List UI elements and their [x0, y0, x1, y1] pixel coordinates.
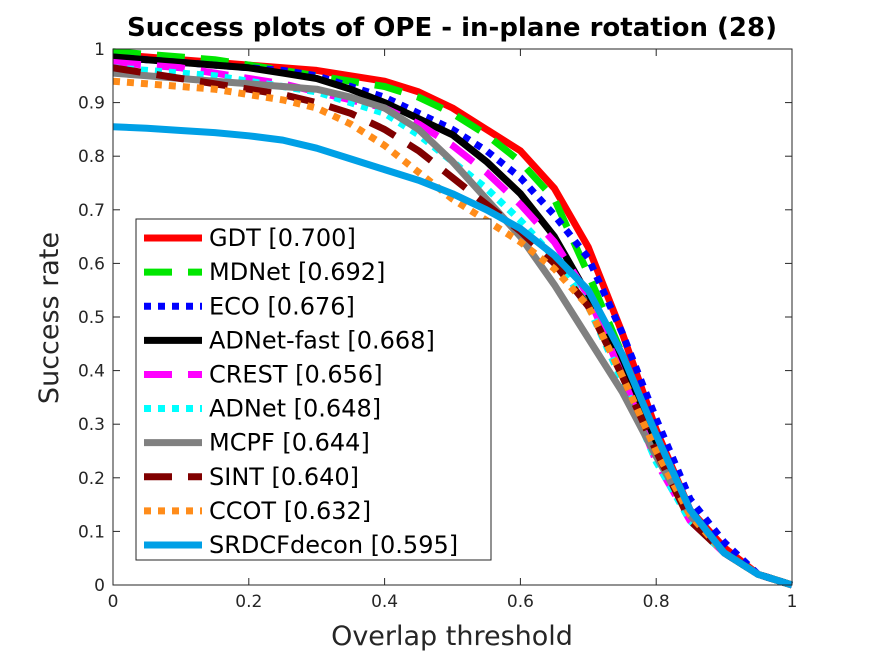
y-tick-label: 0.5 [78, 308, 105, 328]
tick-layer: 0 0.2 0.4 0.6 0.8 1 0 0.1 0.2 0.3 0.4 0.5 0.6 0.7 0.8 0… [78, 40, 797, 612]
legend-label: CCOT [0.632] [209, 497, 371, 525]
legend-label: GDT [0.700] [209, 224, 356, 252]
x-axis-label: Overlap threshold [331, 621, 573, 652]
y-tick-label: 1 [94, 40, 105, 60]
legend-label: CREST [0.656] [209, 360, 383, 388]
x-tick-label: 0.8 [643, 592, 670, 612]
y-tick-label: 0.7 [78, 201, 105, 221]
y-tick-label: 0.9 [78, 94, 105, 114]
series-line-8 [112, 64, 794, 589]
series-layer [112, 48, 794, 589]
legend-label: SRDCFdecon [0.595] [209, 531, 458, 559]
legend-label: ADNet-fast [0.668] [209, 326, 435, 354]
y-tick-label: 0 [94, 576, 105, 596]
y-tick-label: 0.2 [78, 469, 105, 489]
x-tick-label: 0 [108, 592, 119, 612]
series-line-9 [112, 77, 794, 589]
y-tick-label: 0.8 [78, 147, 105, 167]
legend-label: MCPF [0.644] [209, 429, 370, 457]
y-tick-label: 0.3 [78, 415, 105, 435]
y-tick-label: 0.4 [78, 362, 105, 382]
x-tick-label: 1 [787, 592, 798, 612]
legend-label: MDNet [0.692] [209, 258, 385, 286]
legend-label: SINT [0.640] [209, 463, 359, 491]
chart-title: Success plots of OPE - in-plane rotation… [127, 13, 777, 43]
series-line-10 [112, 123, 794, 589]
legend-box [135, 218, 492, 561]
y-tick-label: 0.6 [78, 254, 105, 274]
y-tick-label: 0.1 [78, 522, 105, 542]
x-tick-label: 0.6 [507, 592, 534, 612]
y-axis-label: Success rate [34, 232, 65, 404]
x-tick-label: 0.4 [371, 592, 398, 612]
x-tick-label: 0.2 [235, 592, 262, 612]
legend: GDT [0.700] MDNet [0.692] ECO [0.676] ADNet… [135, 218, 492, 561]
legend-label: ECO [0.676] [209, 292, 355, 320]
legend-label: ADNet [0.648] [209, 395, 381, 423]
